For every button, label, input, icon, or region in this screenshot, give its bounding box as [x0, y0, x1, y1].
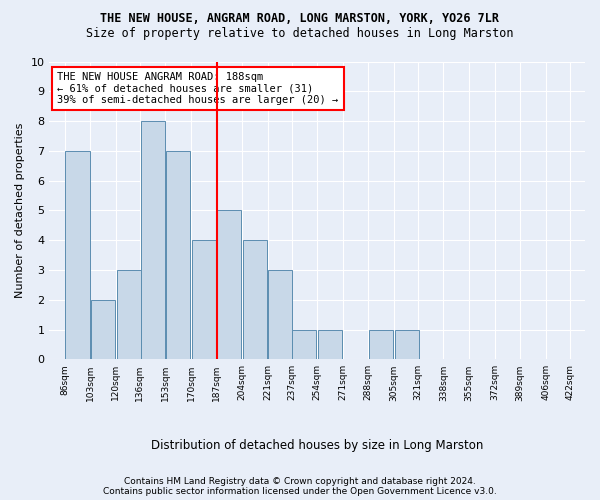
- Bar: [166, 151, 190, 360]
- Text: Contains HM Land Registry data © Crown copyright and database right 2024.: Contains HM Land Registry data © Crown c…: [124, 477, 476, 486]
- Bar: [140, 121, 164, 360]
- Text: Contains public sector information licensed under the Open Government Licence v3: Contains public sector information licen…: [103, 487, 497, 496]
- Bar: [192, 240, 216, 360]
- Bar: [116, 270, 140, 360]
- Bar: [395, 330, 419, 360]
- Bar: [268, 270, 292, 360]
- Bar: [91, 300, 115, 360]
- Bar: [243, 240, 267, 360]
- Bar: [217, 210, 241, 360]
- Bar: [292, 330, 316, 360]
- X-axis label: Distribution of detached houses by size in Long Marston: Distribution of detached houses by size …: [151, 440, 484, 452]
- Bar: [65, 151, 89, 360]
- Text: THE NEW HOUSE, ANGRAM ROAD, LONG MARSTON, YORK, YO26 7LR: THE NEW HOUSE, ANGRAM ROAD, LONG MARSTON…: [101, 12, 499, 26]
- Text: Size of property relative to detached houses in Long Marston: Size of property relative to detached ho…: [86, 28, 514, 40]
- Text: THE NEW HOUSE ANGRAM ROAD: 188sqm
← 61% of detached houses are smaller (31)
39% : THE NEW HOUSE ANGRAM ROAD: 188sqm ← 61% …: [58, 72, 339, 105]
- Bar: [318, 330, 342, 360]
- Bar: [369, 330, 393, 360]
- Y-axis label: Number of detached properties: Number of detached properties: [15, 122, 25, 298]
